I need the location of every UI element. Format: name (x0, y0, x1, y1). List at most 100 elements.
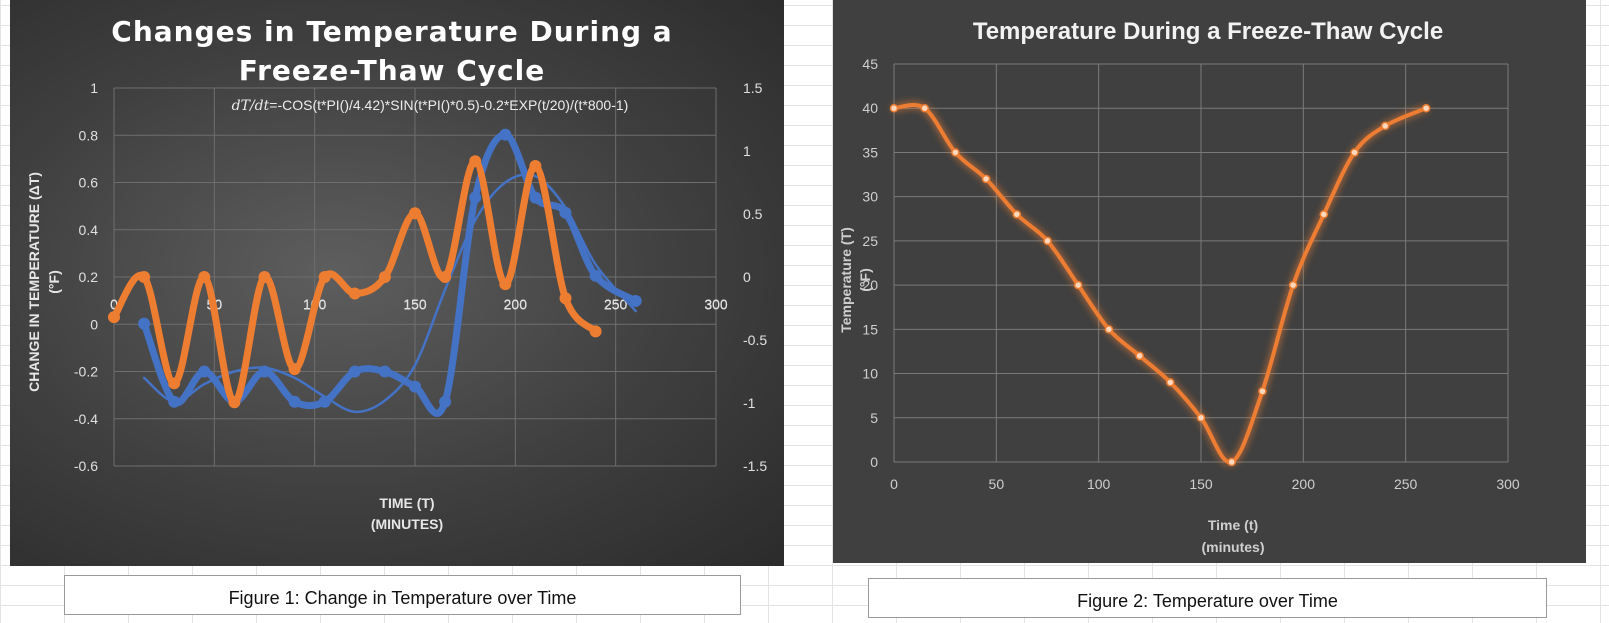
chart1-left-y-tick-label: 0.8 (79, 127, 99, 143)
chart2-x-tick-label: 0 (890, 476, 898, 492)
chart1-orange-data-point (228, 396, 241, 409)
chart1-right-y-tick-label: 0 (743, 269, 751, 285)
figure2-caption[interactable]: Figure 2: Temperature over Time (868, 578, 1547, 618)
chart2-series-temperature (889, 102, 1431, 467)
chart1-x-tick-label-primary: 150 (403, 296, 427, 312)
chart2-data-point (920, 103, 929, 113)
chart2-panel[interactable]: Temperature During a Freeze-Thaw Cycle 4… (833, 0, 1586, 563)
chart2-y-tick-label: 0 (870, 454, 878, 470)
chart1-orange-data-point (469, 155, 482, 168)
chart2-x-axis-label-sub: (minutes) (1202, 539, 1265, 555)
chart2-x-tick-label: 50 (989, 476, 1005, 492)
chart2-data-point (1166, 378, 1175, 387)
chart2-y-tick-label: 15 (862, 321, 878, 337)
chart1-blue-data-point (559, 206, 572, 219)
chart1-blue-data-point (168, 395, 181, 408)
chart1-right-y-ticks: 1.5 1 0.5 0 -0.5 -1 -1.5 (743, 80, 767, 474)
chart1-title-line2: Freeze-Thaw Cycle (239, 54, 545, 87)
chart2-x-tick-label: 150 (1189, 476, 1213, 492)
chart1-orange-data-point (378, 271, 391, 283)
chart2-y-ticks: 45 40 35 30 25 20 15 10 5 0 (862, 56, 878, 470)
chart1-x-tick-label-primary: 300 (704, 296, 728, 312)
chart1-x-axis-label-sub: (MINUTES) (371, 516, 443, 532)
chart1-orange-data-point (529, 159, 542, 172)
chart1-x-axis-label: TIME (T) (379, 495, 434, 511)
chart1-left-y-tick-label: 0.2 (79, 269, 99, 285)
chart1-orange-data-point (589, 325, 602, 338)
chart1-left-y-tick-label: 0.6 (79, 175, 99, 191)
chart2-data-point (1288, 280, 1298, 290)
chart1-blue-data-point (138, 317, 151, 330)
chart2-data-point (1135, 351, 1144, 361)
chart1-blue-data-point (409, 380, 421, 393)
chart1-x-tick-label-primary: 200 (504, 296, 528, 312)
chart2-data-point (951, 148, 960, 157)
chart2-data-point (1196, 413, 1206, 423)
chart1-orange-data-point (348, 287, 361, 300)
chart1-left-y-ticks: 1 0.8 0.6 0.4 0.2 0 -0.2 -0.4 -0.6 (74, 80, 98, 474)
chart2-x-axis-label: Time (t) (1208, 517, 1258, 533)
chart1-blue-data-point (288, 395, 301, 408)
chart2-x-tick-label: 200 (1292, 476, 1316, 492)
chart2-svg: Temperature During a Freeze-Thaw Cycle 4… (838, 18, 1520, 555)
chart1-y-axis-label: CHANGE IN TEMPERATURE (ΔT) (26, 172, 42, 392)
chart1-x-tick-label-secondary: 300 (704, 296, 728, 312)
chart1-title-line1: Changes in Temperature During a (111, 15, 672, 48)
chart1-right-y-tick-label: -0.5 (743, 332, 767, 348)
chart1-x-tick-label-secondary: 200 (504, 296, 528, 312)
chart1-orange-data-point (318, 271, 331, 283)
chart2-data-point (1350, 148, 1359, 157)
chart1-left-y-tick-label: 0 (90, 316, 98, 332)
chart1-left-y-tick-label: -0.6 (74, 458, 98, 474)
chart1-formula-prefix: dT/dt (232, 98, 270, 114)
chart1-orange-data-point (198, 271, 211, 283)
chart1-y-axis-label-sub: (°F) (46, 270, 62, 293)
chart1-orange-data-point (559, 292, 572, 305)
chart2-title: Temperature During a Freeze-Thaw Cycle (973, 18, 1443, 45)
chart2-y-tick-label: 30 (862, 189, 878, 205)
chart1-formula-annotation: dT/dt=-COS(t*PI()/4.42)*SIN(t*PI()*0.5)-… (232, 97, 629, 114)
chart1-left-y-tick-label: -0.2 (74, 364, 98, 380)
chart1-panel[interactable]: Changes in Temperature During a Freeze-T… (10, 0, 784, 566)
chart1-x-tick-label-primary: 250 (604, 296, 628, 312)
chart1-orange-data-point (258, 271, 271, 283)
chart1-blue-data-point (529, 191, 542, 204)
chart1-right-y-tick-label: -1.5 (743, 458, 767, 474)
chart1-x-tick-label-primary: 0 (110, 296, 118, 312)
chart1-orange-data-point (288, 363, 301, 376)
chart1-series-orange (108, 155, 602, 409)
chart1-orange-data-point (108, 311, 120, 324)
chart2-y-tick-label: 40 (862, 100, 878, 116)
chart1-x-tick-label-secondary: 250 (604, 296, 628, 312)
chart1-orange-data-point (439, 271, 452, 283)
chart2-y-tick-label: 25 (862, 233, 878, 249)
chart1-blue-data-point (258, 365, 271, 378)
chart2-y-tick-label: 45 (862, 56, 878, 72)
chart2-data-point (981, 174, 991, 184)
chart1-blue-data-point (469, 191, 482, 204)
chart1-formula-text: =-COS(t*PI()/4.42)*SIN(t*PI()*0.5)-0.2*E… (269, 97, 628, 113)
chart1-left-y-tick-label: 1 (90, 80, 98, 96)
chart1-left-y-tick-label: -0.4 (74, 411, 98, 427)
chart2-x-tick-label: 250 (1394, 476, 1418, 492)
chart2-data-point (1227, 457, 1236, 467)
chart1-right-y-tick-label: -1 (743, 395, 756, 411)
chart2-y-tick-label: 20 (862, 277, 878, 293)
chart2-temperature-line (892, 102, 1429, 465)
chart2-y-tick-label: 5 (870, 410, 878, 426)
chart1-blue-data-point (589, 269, 602, 282)
chart1-orange-data-point (138, 271, 151, 283)
chart1-blue-data-point (198, 365, 211, 378)
chart1-right-y-tick-label: 1 (743, 143, 751, 159)
chart2-y-tick-label: 35 (862, 144, 878, 160)
figure1-caption[interactable]: Figure 1: Change in Temperature over Tim… (64, 575, 741, 615)
chart2-data-point (1012, 210, 1022, 219)
chart1-blue-data-point (499, 128, 512, 141)
chart1-svg: Changes in Temperature During a Freeze-T… (26, 15, 767, 532)
chart2-x-tick-label: 100 (1087, 476, 1111, 492)
chart1-left-y-tick-label: 0.4 (79, 222, 99, 238)
chart2-data-point (1380, 121, 1390, 131)
chart1-orange-data-point (499, 278, 512, 291)
chart2-gridlines (893, 63, 1509, 463)
chart1-blue-data-point (629, 294, 642, 307)
